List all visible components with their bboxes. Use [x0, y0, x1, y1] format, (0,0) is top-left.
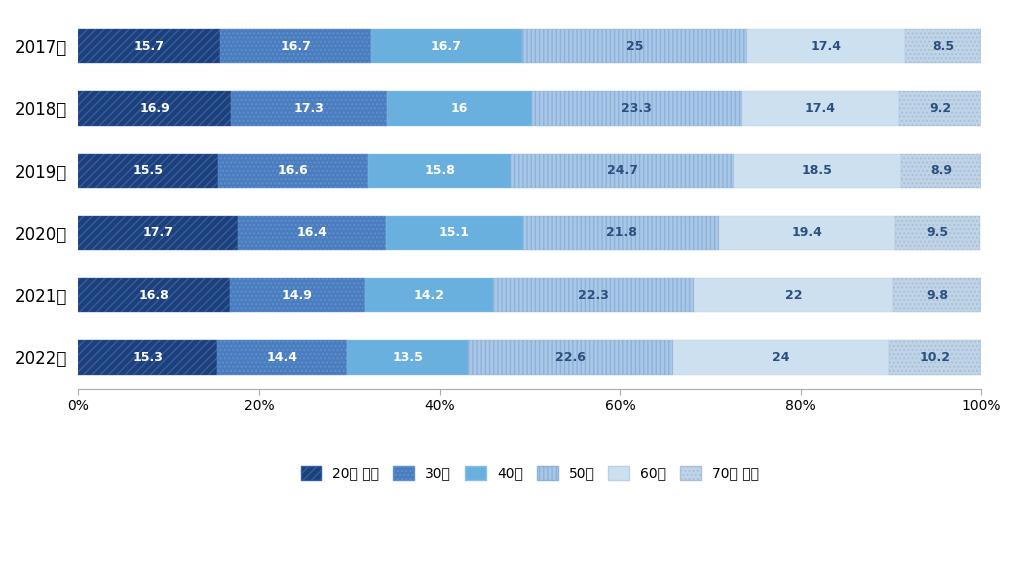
- Text: 15.1: 15.1: [439, 226, 470, 239]
- Text: 13.5: 13.5: [392, 351, 423, 364]
- Bar: [889, 340, 981, 374]
- Text: 21.8: 21.8: [606, 226, 636, 239]
- Text: 16.4: 16.4: [297, 226, 328, 239]
- Text: 17.7: 17.7: [143, 226, 174, 239]
- Text: 14.4: 14.4: [266, 351, 297, 364]
- Text: 16.8: 16.8: [139, 289, 170, 302]
- Text: 16.6: 16.6: [278, 164, 309, 177]
- Text: 16.7: 16.7: [280, 39, 311, 52]
- Bar: [231, 91, 387, 126]
- Bar: [346, 340, 468, 374]
- Text: 19.4: 19.4: [791, 226, 823, 239]
- Bar: [218, 154, 368, 187]
- Bar: [511, 154, 734, 187]
- Bar: [78, 278, 231, 312]
- Text: 17.4: 17.4: [811, 39, 841, 52]
- Bar: [78, 216, 239, 250]
- Bar: [673, 340, 889, 374]
- Bar: [78, 91, 231, 126]
- Bar: [371, 29, 522, 63]
- Text: 16.7: 16.7: [431, 39, 462, 52]
- Bar: [493, 278, 694, 312]
- Bar: [220, 29, 371, 63]
- Text: 9.8: 9.8: [926, 289, 948, 302]
- Text: 16: 16: [451, 102, 468, 115]
- Bar: [531, 91, 742, 126]
- Text: 18.5: 18.5: [802, 164, 833, 177]
- Text: 9.5: 9.5: [927, 226, 949, 239]
- Bar: [231, 278, 365, 312]
- Text: 9.2: 9.2: [930, 102, 952, 115]
- Bar: [522, 29, 748, 63]
- Bar: [386, 216, 522, 250]
- Bar: [904, 29, 981, 63]
- Bar: [216, 340, 346, 374]
- Text: 17.3: 17.3: [294, 102, 324, 115]
- Bar: [239, 216, 386, 250]
- Text: 22: 22: [784, 289, 803, 302]
- Text: 15.7: 15.7: [134, 39, 165, 52]
- Bar: [719, 216, 894, 250]
- Bar: [78, 340, 216, 374]
- Bar: [694, 278, 893, 312]
- Text: 14.9: 14.9: [282, 289, 313, 302]
- Text: 15.3: 15.3: [132, 351, 163, 364]
- Bar: [78, 29, 220, 63]
- Bar: [78, 154, 218, 187]
- Bar: [893, 278, 981, 312]
- Bar: [742, 91, 899, 126]
- Bar: [734, 154, 901, 187]
- Bar: [748, 29, 904, 63]
- Bar: [387, 91, 531, 126]
- Bar: [894, 216, 980, 250]
- Text: 15.5: 15.5: [133, 164, 164, 177]
- Text: 16.9: 16.9: [139, 102, 170, 115]
- Bar: [468, 340, 673, 374]
- Legend: 20대 이하, 30대, 40대, 50대, 60대, 70대 이상: 20대 이하, 30대, 40대, 50대, 60대, 70대 이상: [295, 460, 765, 486]
- Text: 25: 25: [626, 39, 643, 52]
- Text: 15.8: 15.8: [424, 164, 455, 177]
- Text: 24.7: 24.7: [607, 164, 638, 177]
- Text: 14.2: 14.2: [414, 289, 444, 302]
- Bar: [365, 278, 493, 312]
- Text: 22.6: 22.6: [555, 351, 586, 364]
- Text: 8.5: 8.5: [932, 39, 954, 52]
- Bar: [901, 154, 981, 187]
- Bar: [368, 154, 511, 187]
- Text: 17.4: 17.4: [805, 102, 836, 115]
- Text: 22.3: 22.3: [578, 289, 609, 302]
- Text: 8.9: 8.9: [930, 164, 952, 177]
- Bar: [522, 216, 719, 250]
- Bar: [899, 91, 982, 126]
- Text: 24: 24: [772, 351, 789, 364]
- Text: 10.2: 10.2: [919, 351, 951, 364]
- Text: 23.3: 23.3: [622, 102, 652, 115]
